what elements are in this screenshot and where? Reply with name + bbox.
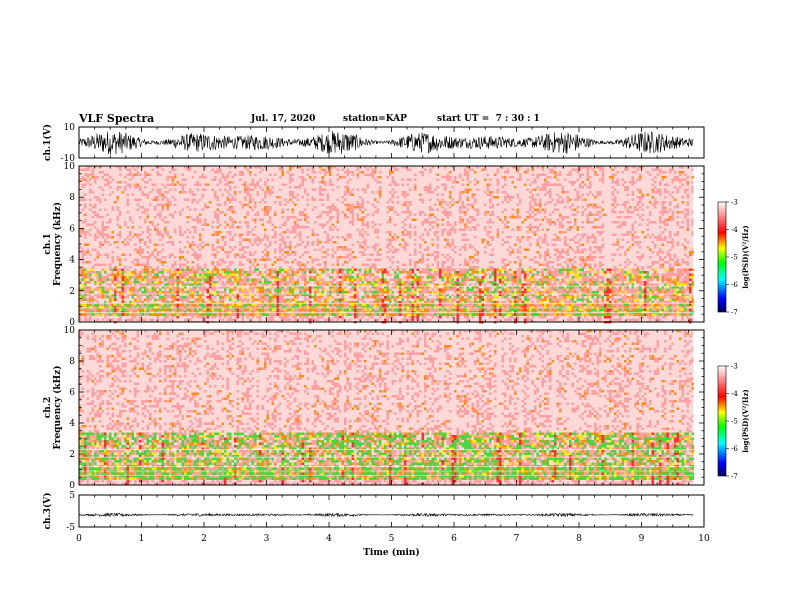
y-tick-label: 2 (69, 450, 75, 460)
spectrogram-channel-label: ch.2 (43, 397, 53, 418)
x-axis-label: Time (min) (363, 547, 420, 558)
colorbar-label: log(PSD)(V²/Hz) (741, 389, 750, 453)
spectrogram-y-axis-label: Frequency (kHz) (52, 365, 63, 449)
colorbar-tick-label: -6 (731, 445, 738, 453)
colorbar-tick-label: -5 (731, 254, 738, 262)
colorbar-tick-label: -7 (731, 473, 738, 481)
y-tick-label: -10 (61, 154, 76, 164)
y-tick-label: 8 (69, 357, 75, 367)
x-tick-label: 4 (326, 534, 332, 544)
y-tick-label: 6 (69, 224, 75, 234)
colorbar-tick-label: -7 (731, 309, 738, 317)
x-tick-label: 10 (698, 534, 710, 544)
colorbar-tick-label: -3 (731, 199, 738, 207)
x-tick-label: 1 (139, 534, 145, 544)
colorbar-label: log(PSD)(V²/Hz) (741, 225, 750, 289)
spectrogram-y-axis-label: Frequency (kHz) (52, 202, 63, 286)
y-tick-label: 8 (69, 193, 75, 203)
colorbar-tick-label: -4 (731, 226, 738, 234)
colorbar (718, 202, 726, 312)
y-tick-label: 10 (64, 123, 76, 133)
colorbar-tick-label: -4 (731, 390, 738, 398)
y-tick-label: 10 (64, 326, 76, 336)
ch3-waveform-trace (79, 513, 693, 516)
waveform-y-axis-label: ch.1(V) (42, 124, 53, 161)
x-tick-label: 8 (576, 534, 582, 544)
x-tick-label: 2 (201, 534, 207, 544)
ch1-waveform-trace (79, 131, 693, 154)
ch2-spectrogram-image (79, 330, 694, 485)
x-tick-label: 3 (264, 534, 270, 544)
x-tick-label: 5 (389, 534, 395, 544)
x-tick-label: 0 (76, 534, 82, 544)
colorbar-tick-label: -5 (731, 418, 738, 426)
y-tick-label: -5 (66, 523, 75, 533)
x-tick-label: 6 (451, 534, 457, 544)
y-tick-label: 0 (69, 481, 75, 491)
y-tick-label: 6 (69, 388, 75, 398)
colorbar-tick-label: -6 (731, 281, 738, 289)
y-tick-label: 2 (69, 287, 75, 297)
colorbar-tick-label: -3 (731, 363, 738, 371)
y-tick-label: 5 (69, 491, 75, 501)
x-tick-label: 9 (639, 534, 645, 544)
waveform-y-axis-label: ch.3(V) (42, 493, 53, 530)
y-tick-label: 4 (69, 419, 75, 429)
colorbar (718, 366, 726, 476)
y-tick-label: 4 (69, 256, 75, 266)
ch1-spectrogram-image (79, 166, 694, 324)
spectrogram-channel-label: ch.1 (43, 233, 53, 254)
x-tick-label: 7 (514, 534, 520, 544)
